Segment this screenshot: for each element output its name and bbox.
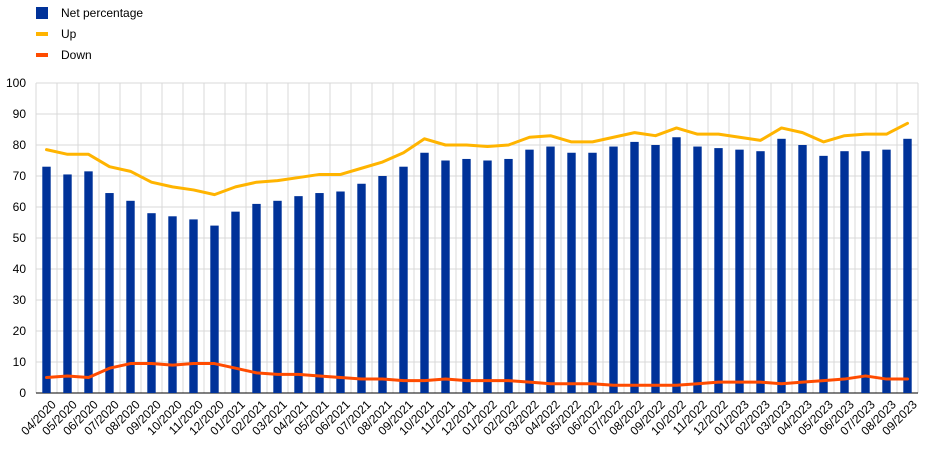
net-percentage-bar (294, 196, 303, 393)
y-tick-label: 30 (13, 293, 27, 307)
net-percentage-bar (168, 216, 177, 393)
y-tick-label: 20 (13, 324, 27, 338)
legend-item-down: Down (36, 44, 143, 65)
y-tick-label: 10 (13, 355, 27, 369)
y-tick-label: 90 (13, 107, 27, 121)
net-percentage-bar (567, 152, 576, 393)
net-percentage-bar (336, 191, 345, 393)
net-percentage-bar (357, 183, 366, 393)
legend-item-up: Up (36, 23, 143, 44)
net-percentage-bar (756, 151, 765, 393)
net-percentage-bar (630, 141, 639, 393)
net-percentage-bar (798, 145, 807, 393)
legend-label-net: Net percentage (61, 5, 144, 20)
net-percentage-bar (861, 151, 870, 393)
net-percentage-bar (42, 166, 51, 393)
y-tick-label: 60 (13, 200, 27, 214)
net-percentage-bar (420, 152, 429, 393)
net-percentage-bar (315, 193, 324, 393)
net-percentage-bar (84, 171, 93, 393)
net-percentage-bar (546, 146, 555, 393)
net-percentage-bar (840, 151, 849, 393)
down-swatch (36, 52, 48, 57)
net-percentage-bar (525, 149, 534, 393)
y-tick-label: 100 (6, 76, 26, 90)
net-percentage-bar (273, 200, 282, 393)
net-percentage-bar (105, 193, 114, 393)
net-percentage-bar (504, 158, 513, 393)
net-percentage-bar (609, 146, 618, 393)
net-percentage-bar (903, 138, 912, 393)
y-tick-label: 40 (13, 262, 27, 276)
net-percentage-bar (147, 213, 156, 393)
net-percentage-swatch (36, 6, 48, 19)
net-percentage-bar (252, 203, 261, 393)
net-percentage-bar (693, 146, 702, 393)
net-percentage-bar (651, 145, 660, 393)
net-percentage-bar (378, 176, 387, 393)
net-percentage-bar (882, 149, 891, 393)
net-percentage-bar (189, 219, 198, 393)
net-percentage-bar (231, 211, 240, 393)
net-percentage-bar (777, 138, 786, 393)
chart-legend: Net percentage Up Down (36, 2, 143, 65)
y-tick-label: 80 (13, 138, 27, 152)
up-series-line (45, 121, 909, 197)
net-percentage-bar (462, 158, 471, 393)
up-swatch (36, 31, 48, 36)
net-percentage-bar (714, 148, 723, 393)
net-percentage-bar (735, 149, 744, 393)
legend-label-down: Down (61, 47, 92, 62)
y-tick-label: 50 (13, 231, 27, 245)
net-percentage-bar (441, 160, 450, 393)
net-percentage-bar (588, 152, 597, 393)
y-tick-label: 70 (13, 169, 27, 183)
legend-label-up: Up (61, 26, 77, 41)
y-tick-label: 0 (19, 386, 26, 400)
net-percentage-bar (63, 174, 72, 393)
net-percentage-bar (126, 200, 135, 393)
net-percentage-bar (819, 155, 828, 393)
net-percentage-bar (210, 225, 219, 393)
net-percentage-bar (672, 137, 681, 393)
net-percentage-bar (399, 166, 408, 393)
net-percentage-bar (483, 160, 492, 393)
down-series-line (45, 362, 909, 387)
legend-item-net: Net percentage (36, 2, 143, 23)
